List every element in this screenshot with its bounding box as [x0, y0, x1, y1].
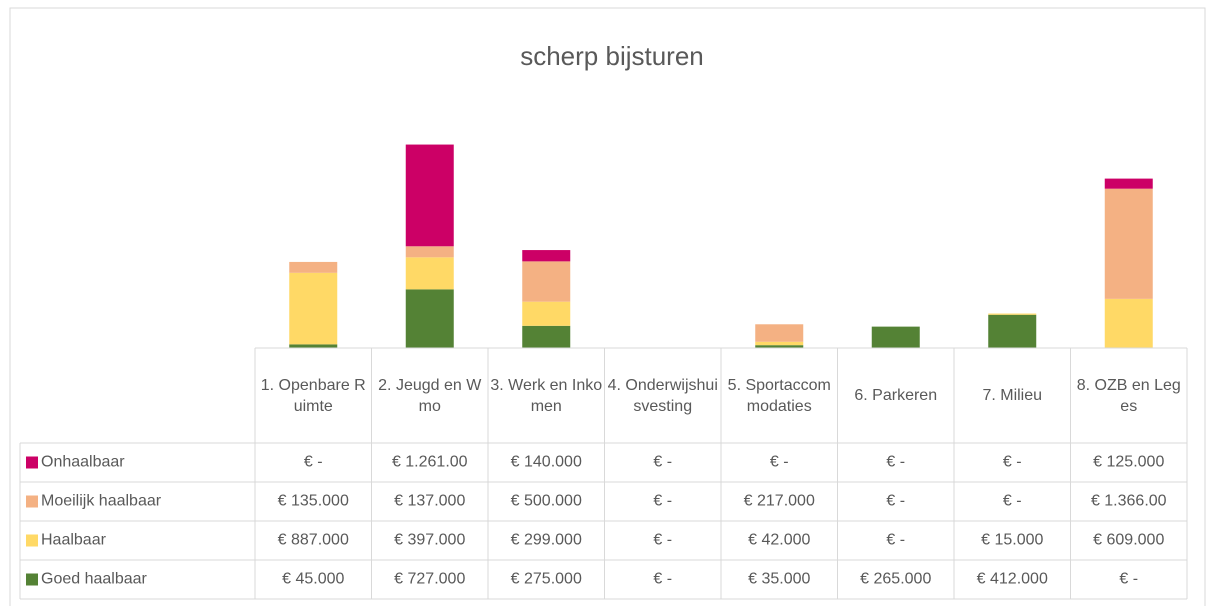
x-tick-label: 7. Milieu	[982, 387, 1043, 404]
x-tick-label: 3. Werk en Inkomen	[490, 376, 603, 415]
bar-segment	[405, 246, 454, 258]
data-label: € -	[1003, 493, 1022, 510]
data-label: € 397.000	[394, 532, 465, 549]
bar-segment	[289, 261, 338, 273]
data-label: € -	[1003, 454, 1022, 471]
bar-segment	[522, 301, 571, 326]
bar-segment	[522, 250, 571, 262]
data-label: € 35.000	[748, 571, 810, 588]
chart-title: scherp bijsturen	[520, 41, 704, 71]
data-label: € -	[653, 532, 672, 549]
bar-segment	[1104, 188, 1153, 299]
legend-swatch	[26, 456, 38, 469]
data-label: € -	[886, 454, 905, 471]
data-label: € 500.000	[511, 493, 582, 510]
legend-label: Onhaalbaar	[41, 454, 125, 471]
data-label: € 412.000	[977, 571, 1048, 588]
data-label: € -	[886, 532, 905, 549]
data-label: € 727.000	[394, 571, 465, 588]
data-label: € -	[1119, 571, 1138, 588]
category-cell: 2. Jeugd en Wmo	[378, 376, 482, 415]
category-cell: 1. Openbare Ruimte	[260, 376, 366, 415]
data-label: € 137.000	[394, 493, 465, 510]
legend-swatch	[26, 534, 38, 547]
legend-label: Haalbaar	[41, 532, 107, 549]
bar-segment	[988, 313, 1037, 315]
bar-segment	[289, 344, 338, 348]
legend-label: Goed haalbaar	[41, 571, 148, 588]
bar-segment	[755, 341, 804, 346]
data-label: € -	[304, 454, 323, 471]
bar-segment	[289, 272, 338, 345]
bar-segment	[522, 261, 571, 302]
bar-segment	[522, 325, 571, 348]
legend-label: Moeilijk haalbaar	[41, 493, 162, 510]
bar-segment	[755, 324, 804, 342]
data-label: € -	[886, 493, 905, 510]
data-label: € 609.000	[1093, 532, 1164, 549]
bar-segment	[1104, 178, 1153, 189]
data-label: € -	[653, 571, 672, 588]
category-cell: 6. Parkeren	[854, 387, 938, 404]
x-tick-label: 6. Parkeren	[854, 387, 938, 404]
data-label: € 299.000	[511, 532, 582, 549]
data-label: € -	[653, 454, 672, 471]
legend-swatch	[26, 495, 38, 508]
bar-segment	[988, 314, 1037, 348]
bar-segment	[405, 289, 454, 348]
data-label: € 140.000	[511, 454, 582, 471]
data-label: € 1.261.00	[392, 454, 468, 471]
data-label: € 125.000	[1093, 454, 1164, 471]
x-tick-label: 1. Openbare Ruimte	[260, 376, 366, 415]
bar-segment	[405, 144, 454, 247]
x-tick-label: 2. Jeugd en Wmo	[378, 376, 482, 415]
data-label: € 15.000	[981, 532, 1043, 549]
x-tick-label: 5. Sportaccommodaties	[727, 376, 831, 415]
category-cell: 4. Onderwijshuisvesting	[607, 376, 718, 415]
data-label: € -	[770, 454, 789, 471]
category-cell: 3. Werk en Inkomen	[490, 376, 603, 415]
data-label: € 1.366.00	[1091, 493, 1167, 510]
x-tick-label: 4. Onderwijshuisvesting	[607, 376, 718, 415]
data-label: € 45.000	[282, 571, 344, 588]
data-label: € 135.000	[278, 493, 349, 510]
bar-segment	[871, 326, 920, 348]
data-label: € 275.000	[511, 571, 582, 588]
category-cell: 5. Sportaccommodaties	[727, 376, 831, 415]
legend-swatch	[26, 573, 38, 586]
bar-segment	[1104, 298, 1153, 348]
category-cell: 8. OZB en Leges	[1076, 376, 1181, 415]
data-label: € 217.000	[744, 493, 815, 510]
data-label: € 265.000	[860, 571, 931, 588]
bar-segment	[755, 345, 804, 348]
data-label: € 887.000	[278, 532, 349, 549]
bar-segment	[405, 257, 454, 290]
chart-frame	[9, 7, 1206, 611]
data-label: € -	[653, 493, 672, 510]
category-cell: 7. Milieu	[982, 387, 1043, 404]
data-label: € 42.000	[748, 532, 810, 549]
x-tick-label: 8. OZB en Leges	[1076, 376, 1181, 415]
